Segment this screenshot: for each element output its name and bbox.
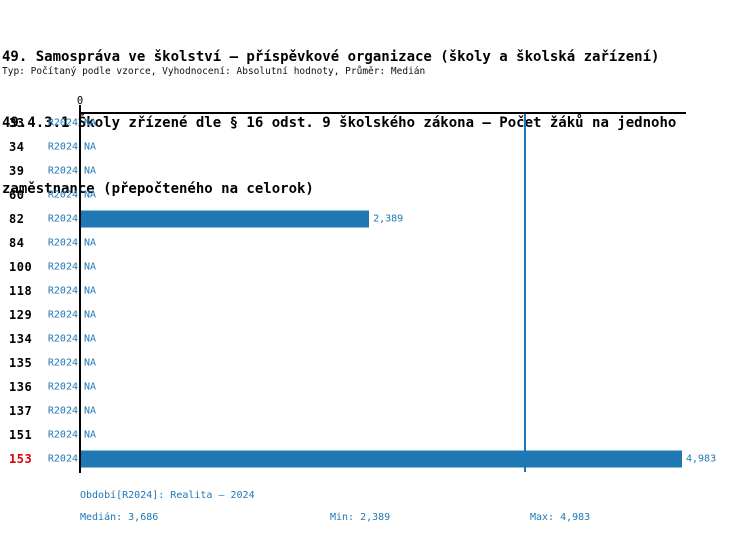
value-bar — [81, 210, 370, 228]
row-na-value: NA — [84, 381, 97, 393]
bar-value-label: 2,389 — [373, 213, 404, 225]
row-id-label: 39 — [9, 164, 25, 178]
row-period-label: R2024 — [47, 381, 78, 393]
bar-value-label: 4,983 — [686, 453, 717, 465]
x-axis-zero-tick-label: 0 — [76, 95, 84, 107]
row-period-label: R2024 — [47, 357, 78, 369]
x-axis-line — [79, 112, 686, 114]
chart-row: 118 R2024 NA — [0, 279, 750, 303]
row-id-label: 129 — [9, 308, 33, 322]
row-na-value: NA — [84, 357, 97, 369]
chart-row: 151 R2024 NA — [0, 423, 750, 447]
row-period-label: R2024 — [47, 189, 78, 201]
row-period-label: R2024 — [47, 285, 78, 297]
title-line-2: 49.4.3.1 Školy zřízené dle § 16 odst. 9 … — [2, 115, 677, 131]
chart-row: 39 R2024 NA — [0, 159, 750, 183]
row-id-label: 136 — [9, 380, 33, 394]
chart-row: 84 R2024 NA — [0, 231, 750, 255]
row-na-value: NA — [84, 333, 97, 345]
row-period-label: R2024 — [47, 333, 78, 345]
row-na-value: NA — [84, 309, 97, 321]
chart-row: 34 R2024 NA — [0, 135, 750, 159]
row-period-label: R2024 — [47, 117, 78, 129]
chart-row: 100 R2024 NA — [0, 255, 750, 279]
row-na-value: NA — [84, 405, 97, 417]
chart-row: 137 R2024 NA — [0, 399, 750, 423]
chart-row: 60 R2024 NA — [0, 183, 750, 207]
row-na-value: NA — [84, 237, 97, 249]
chart-row: 33 R2024 NA — [0, 111, 750, 135]
row-period-label: R2024 — [47, 237, 78, 249]
row-period-label: R2024 — [47, 405, 78, 417]
row-na-value: NA — [84, 285, 97, 297]
max-stat: Max: 4,983 — [530, 512, 591, 523]
row-id-label: 82 — [9, 212, 25, 226]
chart-row: 129 R2024 NA — [0, 303, 750, 327]
chart-row: 135 R2024 NA — [0, 351, 750, 375]
row-period-label: R2024 — [47, 429, 78, 441]
value-bar — [81, 450, 682, 468]
row-na-value: NA — [84, 117, 97, 129]
row-na-value: NA — [84, 429, 97, 441]
row-period-label: R2024 — [47, 453, 78, 465]
row-id-label: 137 — [9, 404, 33, 418]
chart-row: 136 R2024 NA — [0, 375, 750, 399]
row-id-label: 153 — [9, 452, 33, 466]
title-line-3: zaměstnance (přepočteného na celorok) — [2, 181, 314, 197]
row-na-value: NA — [84, 141, 97, 153]
row-id-label: 34 — [9, 140, 25, 154]
y-axis-line — [79, 105, 81, 473]
chart-subtitle: Typ: Počítaný podle vzorce, Vyhodnocení:… — [2, 66, 426, 77]
chart-title-block: 49. Samospráva ve školství – příspěvkové… — [2, 2, 676, 244]
chart-row: 82 R2024 2,389 — [0, 207, 750, 231]
row-period-label: R2024 — [47, 213, 78, 225]
median-reference-line — [524, 114, 527, 472]
row-na-value: NA — [84, 165, 97, 177]
chart-row: 134 R2024 NA — [0, 327, 750, 351]
min-stat: Min: 2,389 — [330, 512, 391, 523]
row-na-value: NA — [84, 189, 97, 201]
row-period-label: R2024 — [47, 165, 78, 177]
row-period-label: R2024 — [47, 309, 78, 321]
period-label: Období[R2024]: Realita – 2024 — [80, 490, 255, 501]
row-na-value: NA — [84, 261, 97, 273]
row-period-label: R2024 — [47, 141, 78, 153]
row-id-label: 134 — [9, 332, 33, 346]
median-stat: Medián: 3,686 — [80, 512, 159, 523]
row-id-label: 60 — [9, 188, 25, 202]
row-id-label: 118 — [9, 284, 33, 298]
row-id-label: 151 — [9, 428, 33, 442]
row-id-label: 84 — [9, 236, 25, 250]
row-id-label: 135 — [9, 356, 33, 370]
title-line-1: 49. Samospráva ve školství – příspěvkové… — [2, 49, 660, 65]
row-id-label: 100 — [9, 260, 33, 274]
chart-row: 153 R2024 4,983 — [0, 447, 750, 471]
row-period-label: R2024 — [47, 261, 78, 273]
row-id-label: 33 — [9, 116, 25, 130]
